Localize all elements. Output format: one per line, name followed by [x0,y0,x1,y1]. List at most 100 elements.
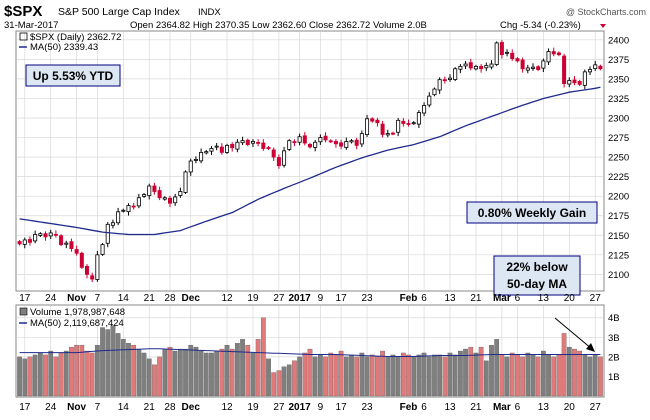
candle [530,63,535,71]
candle [110,219,115,229]
chart-date: 31-Mar-2017 [4,20,58,31]
volume-bar [266,358,271,397]
candle [339,139,344,150]
volume-bar [292,360,297,397]
x-tick-label: Nov [67,402,86,413]
candle [437,77,442,94]
price-tick-label: 2400 [608,35,629,46]
volume-bar [541,350,546,397]
candle [422,102,427,117]
x-tick-label: 12 [221,293,233,304]
candle [193,156,198,164]
candle [458,64,463,74]
volume-bar [214,350,220,397]
volume-tick-label: 3B [608,333,620,344]
candle [219,143,224,155]
candle [453,67,458,82]
candle [365,114,370,137]
x-tick-label: 21 [144,293,156,304]
volume-bar [95,344,100,397]
price-tick-label: 2200 [608,192,629,203]
volume-bar [369,354,375,397]
candle [577,79,582,86]
chart-index-name: S&P 500 Large Cap Index [58,6,181,18]
chart-quote-line: Open 2364.82 High 2370.35 Low 2362.60 Cl… [130,20,427,31]
candle [593,60,598,71]
x-tick-label: 9 [318,293,324,304]
candle [126,203,131,216]
candle [48,229,53,240]
candle [105,221,110,248]
candle [147,183,152,200]
volume-bar [203,352,209,397]
volume-bar [281,366,287,397]
candle [209,146,214,156]
volume-bar [126,343,131,397]
volume-bar [43,354,48,397]
volume-bar [525,352,531,397]
x-tick-label: Dec [182,293,201,304]
volume-bar [483,360,489,397]
volume-bar [468,346,474,397]
candle [598,64,603,71]
ytd-annotation: Up 5.53% YTD [33,69,114,83]
volume-bar [146,358,152,397]
volume-bar [131,344,137,397]
candle [520,57,525,73]
below-ma-annotation-line1: 22% below [506,260,568,274]
x-tick-label: 28 [164,293,176,304]
volume-bar [297,356,302,397]
volume-legend-label: Volume 1,978,987,648 [30,307,125,318]
candle [38,232,43,237]
volume-bar [312,356,318,397]
volume-bar [463,348,468,397]
volume-bar [53,356,59,397]
x-tick-label: 17 [19,402,31,413]
chart-symbol: $SPX [4,3,42,20]
price-tick-label: 2125 [608,250,629,261]
volume-bar [592,354,598,397]
candle [401,118,406,127]
weekly-annotation-box [466,201,598,224]
volume-bar [27,356,33,397]
candle [27,236,32,246]
volume-bar [333,354,339,397]
volume-bar [587,356,593,397]
candle [90,272,95,283]
price-tick-label: 2325 [608,94,629,105]
candle [230,142,235,152]
volume-bar [318,354,323,397]
volume-tick-label: 4B [608,313,620,324]
volume-bar [406,354,411,397]
x-tick-label: 13 [444,402,456,413]
candle [546,48,551,65]
x-tick-label: Feb [400,402,418,413]
candle [79,251,84,269]
candle [396,118,401,137]
x-tick-label: 21 [144,402,156,413]
candlesticks [17,40,603,283]
volume-bar [271,372,277,397]
candle [318,134,323,145]
volume-bar [566,346,572,397]
x-tick-label: 9 [318,402,324,413]
x-tick-label: 27 [273,293,285,304]
x-tick-label: 21 [470,293,482,304]
volume-bar [188,344,194,397]
chart-copyright: @ StockCharts.com [566,7,646,17]
volume-bar [364,356,370,397]
volume-bar [359,352,365,397]
volume-bar [380,350,385,397]
candle [204,150,209,155]
volume-bar [535,356,541,397]
volume-bar [79,344,85,397]
volume-bar [167,346,173,397]
x-tick-label: 24 [45,293,57,304]
x-tick-label: 13 [444,293,456,304]
candle [85,264,90,279]
volume-bar [32,354,38,397]
x-tick-label: 6 [515,402,521,413]
volume-bar [141,352,147,397]
candle [385,129,390,138]
candle [468,58,473,71]
